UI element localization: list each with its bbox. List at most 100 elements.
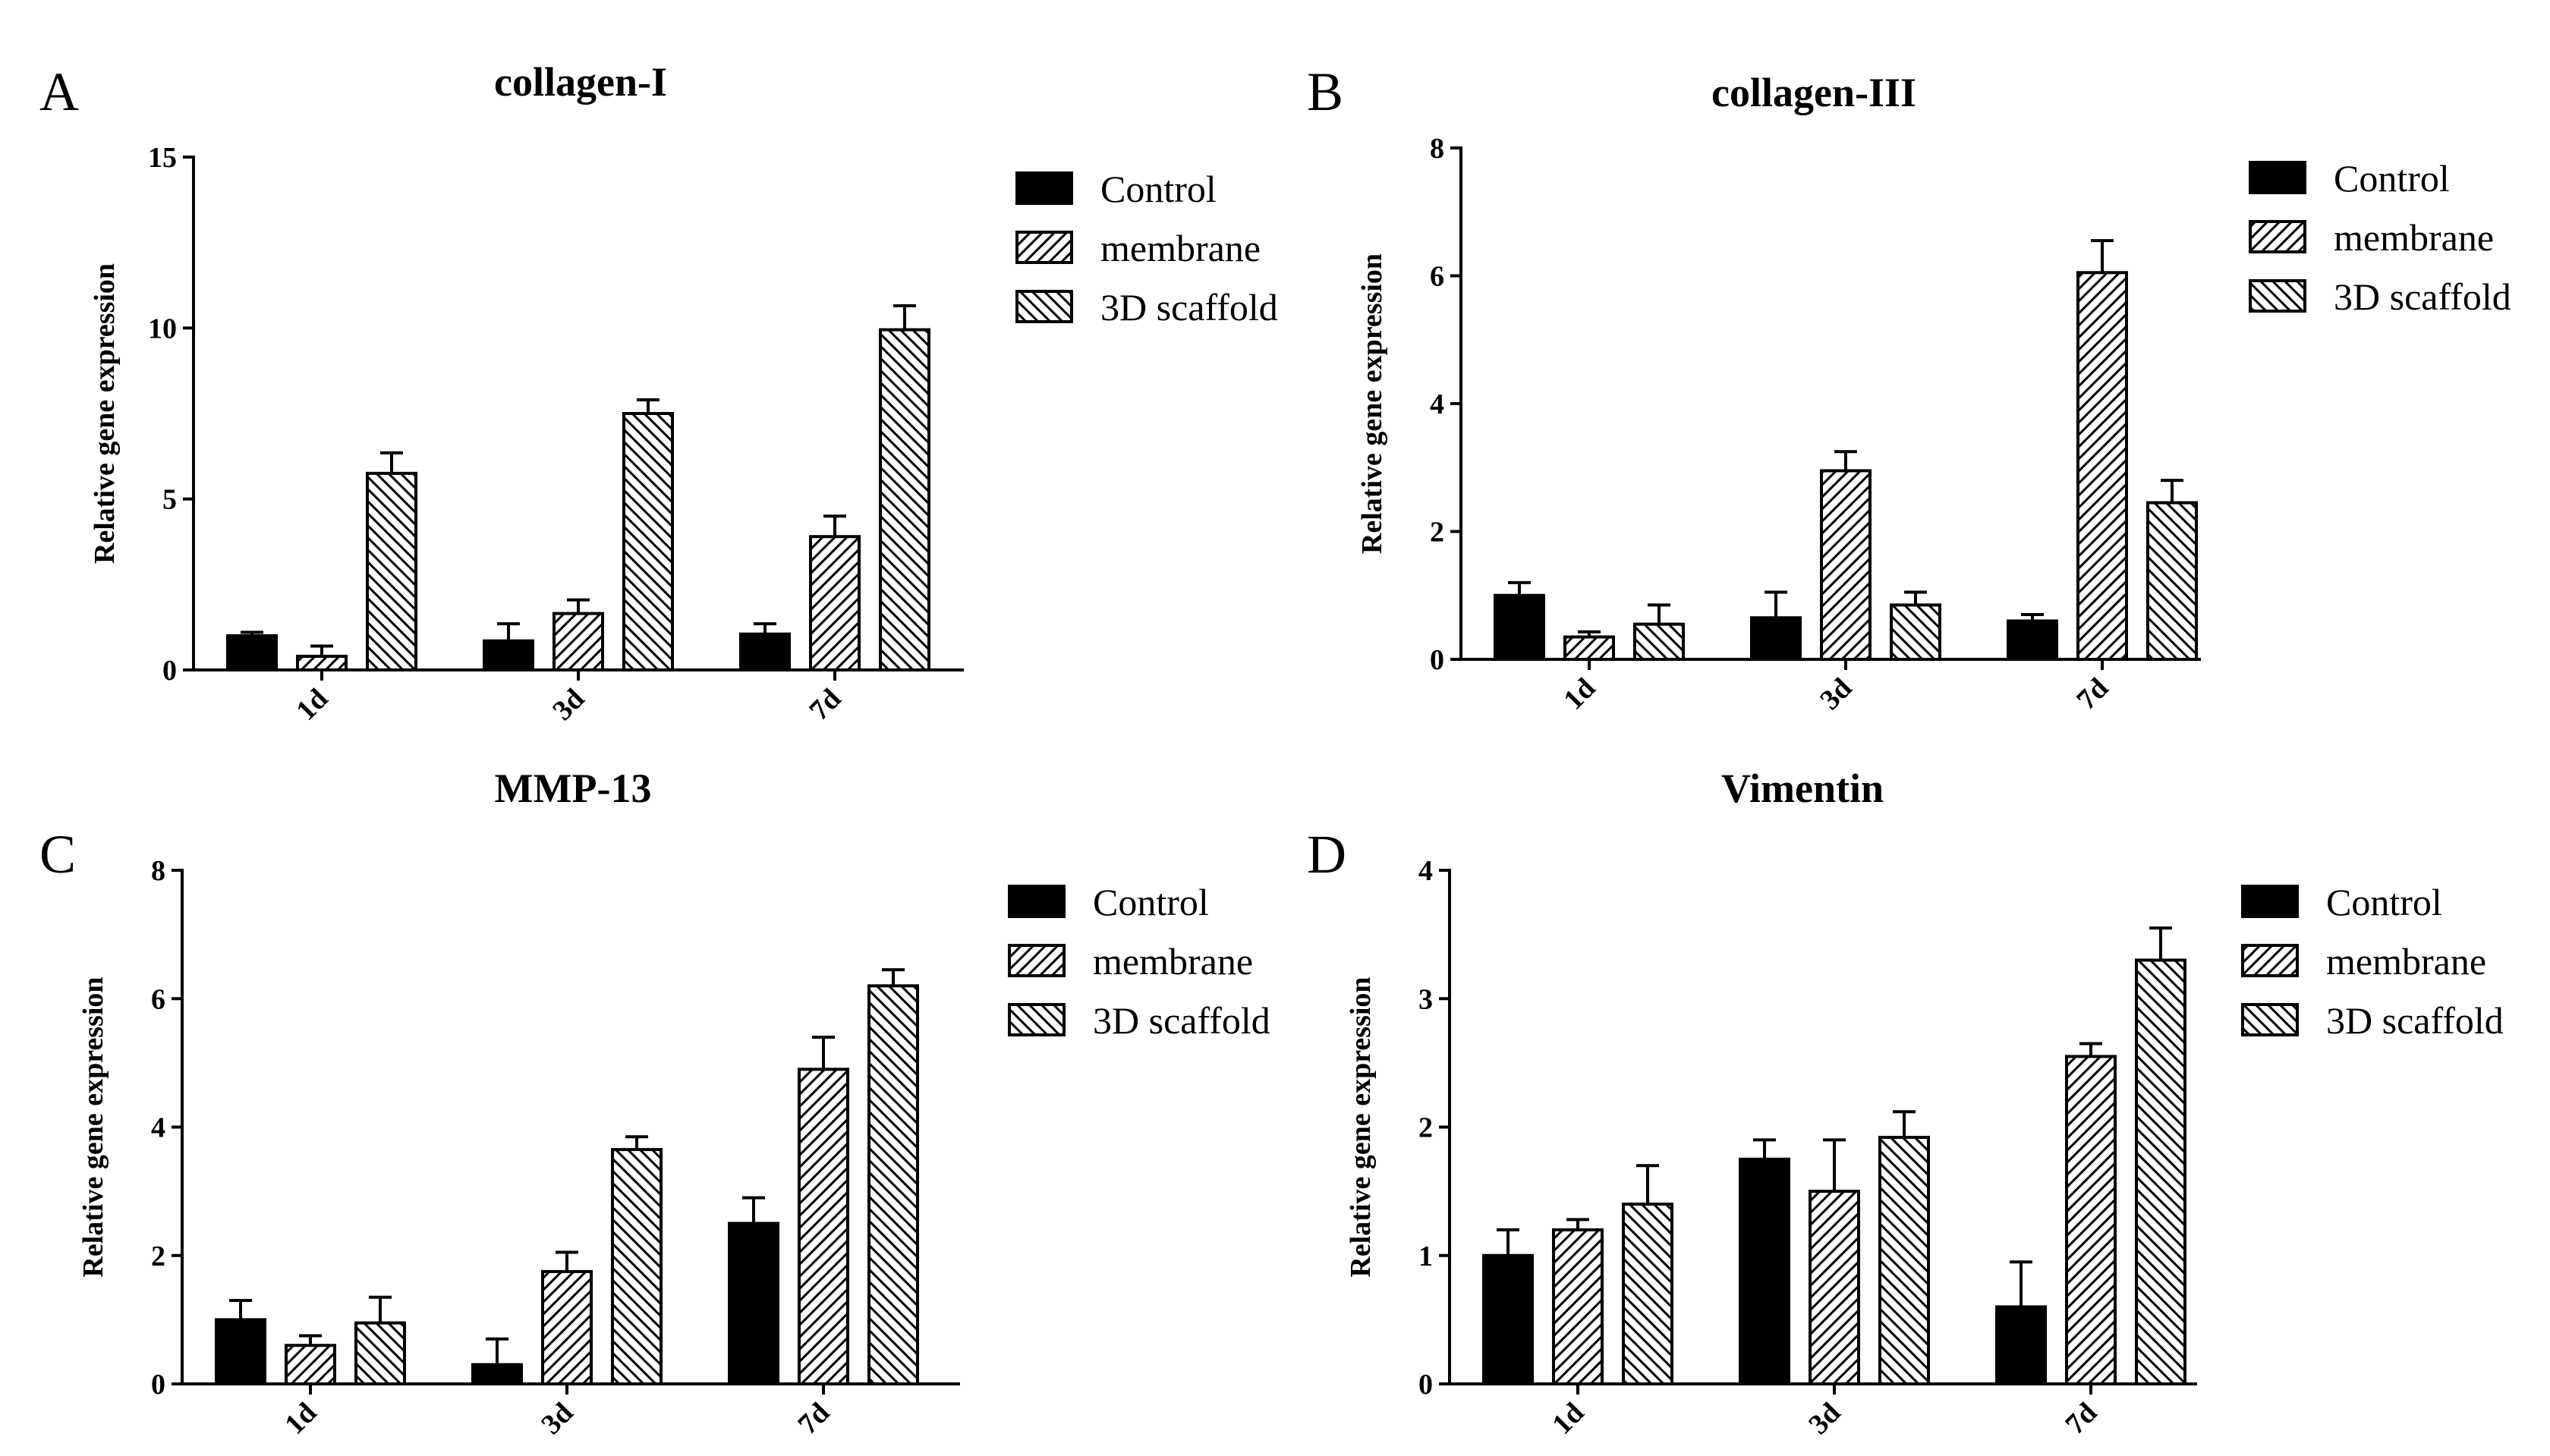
legend-label: 3D scaffold (2334, 275, 2511, 318)
y-tick-label: 0 (162, 655, 177, 687)
x-tick-label: 7d (2059, 1397, 2103, 1441)
bar-3d-scaffold-3d (611, 1148, 663, 1386)
bar-control-3d (471, 1363, 523, 1386)
bar-control-1d (215, 1318, 266, 1385)
bar-membrane-7d (2065, 1055, 2117, 1385)
x-tick-label: 1d (1557, 672, 1601, 716)
bar-membrane-3d (1820, 469, 1872, 662)
legend: Control membrane 3D scaffold (2241, 881, 2504, 1042)
legend-swatch (2249, 161, 2306, 194)
y-tick-label: 4 (151, 1112, 165, 1144)
bar-control-7d (2007, 619, 2058, 662)
panel-letter: B (1307, 61, 1343, 122)
legend-swatch (1008, 944, 1066, 977)
x-tick-label: 7d (803, 683, 847, 727)
bar-membrane-1d (296, 654, 348, 671)
y-tick-label: 2 (1430, 517, 1444, 549)
legend-swatch (1015, 231, 1073, 264)
y-tick-label: 6 (151, 983, 165, 1015)
legend-label: membrane (1100, 227, 1261, 269)
y-tick-label: 2 (1418, 1112, 1433, 1144)
legend-swatch (1015, 171, 1073, 205)
legend: Control membrane 3D scaffold (1015, 168, 1278, 329)
x-tick-label: 3d (1814, 672, 1858, 716)
y-tick-label: 5 (162, 484, 177, 516)
x-tick-label: 1d (279, 1397, 323, 1441)
y-tick-label: 4 (1430, 388, 1444, 420)
bar-control-7d (1995, 1305, 2047, 1385)
y-tick-label: 4 (1418, 855, 1433, 887)
y-tick-label: 15 (148, 142, 177, 174)
x-tick-label: 3d (535, 1397, 579, 1441)
bar-control-1d (1494, 593, 1545, 661)
legend-label: 3D scaffold (2326, 999, 2504, 1042)
bar-membrane-1d (1552, 1228, 1604, 1386)
y-tick-label: 8 (1430, 133, 1444, 165)
y-tick-label: 6 (1430, 261, 1444, 293)
bar-membrane-3d (1809, 1190, 1860, 1385)
chart-title: MMP-13 (495, 766, 652, 811)
panel-letter: A (39, 61, 79, 122)
y-tick-label: 1 (1418, 1241, 1433, 1272)
legend-swatch (1015, 290, 1073, 323)
chart-panel-c: C MMP-13 Relative gene expression 0 2 4 6 8 1d 3d… (39, 766, 1270, 1441)
chart-title: collagen-III (1711, 70, 1916, 115)
legend-swatch (2241, 885, 2299, 918)
bar-membrane-1d (1563, 635, 1615, 662)
bar-3d-scaffold-7d (2135, 958, 2186, 1385)
y-axis-label: Relative gene expression (77, 976, 109, 1277)
legend-label: Control (1100, 168, 1217, 210)
bar-3d-scaffold-1d (1633, 622, 1685, 661)
bar-membrane-7d (2076, 271, 2128, 661)
x-tick-label: 7d (2070, 672, 2114, 716)
bar-control-1d (226, 634, 278, 672)
legend-swatch (1008, 885, 1066, 918)
y-tick-label: 0 (1430, 644, 1444, 676)
bar-3d-scaffold-7d (2146, 501, 2198, 662)
bar-3d-scaffold-1d (1622, 1203, 1673, 1386)
x-tick-label: 1d (1546, 1397, 1590, 1441)
y-tick-label: 10 (148, 313, 177, 344)
panel-letter: C (39, 824, 76, 885)
bar-3d-scaffold-1d (366, 471, 417, 671)
y-axis-label: Relative gene expression (89, 263, 121, 564)
x-tick-label: 7d (792, 1397, 836, 1441)
legend-label: membrane (2326, 940, 2486, 983)
bar-control-3d (1739, 1157, 1790, 1385)
chart-title: collagen-I (494, 59, 667, 105)
legend-label: Control (1093, 881, 1209, 923)
bar-3d-scaffold-3d (622, 412, 674, 671)
y-tick-label: 8 (151, 855, 165, 887)
bar-3d-scaffold-1d (354, 1321, 406, 1385)
bar-control-1d (1482, 1253, 1534, 1385)
bar-control-3d (483, 639, 534, 672)
bar-membrane-7d (798, 1068, 849, 1386)
y-axis-label: Relative gene expression (1345, 976, 1377, 1277)
legend-label: membrane (2334, 216, 2494, 259)
legend-label: membrane (1093, 940, 1253, 983)
x-tick-label: 1d (290, 683, 334, 727)
bar-3d-scaffold-3d (1890, 603, 1941, 662)
y-tick-label: 2 (151, 1241, 165, 1272)
legend-label: Control (2334, 157, 2450, 200)
bar-membrane-3d (541, 1269, 593, 1385)
legend: Control membrane 3D scaffold (2249, 157, 2511, 318)
legend-label: 3D scaffold (1100, 286, 1278, 329)
chart-title: Vimentin (1721, 766, 1884, 811)
legend-label: Control (2326, 881, 2442, 923)
legend-label: 3D scaffold (1093, 999, 1270, 1042)
y-tick-label: 0 (151, 1369, 165, 1401)
legend: Control membrane 3D scaffold (1008, 881, 1270, 1042)
bar-3d-scaffold-3d (1878, 1136, 1930, 1386)
bar-control-3d (1750, 616, 1802, 661)
y-axis-label: Relative gene expression (1356, 253, 1388, 554)
y-tick-label: 0 (1418, 1369, 1433, 1401)
bar-3d-scaffold-7d (867, 984, 919, 1385)
bar-control-7d (728, 1222, 779, 1385)
bar-membrane-7d (809, 535, 861, 671)
x-tick-label: 3d (1802, 1397, 1846, 1441)
panel-letter: D (1307, 824, 1346, 885)
